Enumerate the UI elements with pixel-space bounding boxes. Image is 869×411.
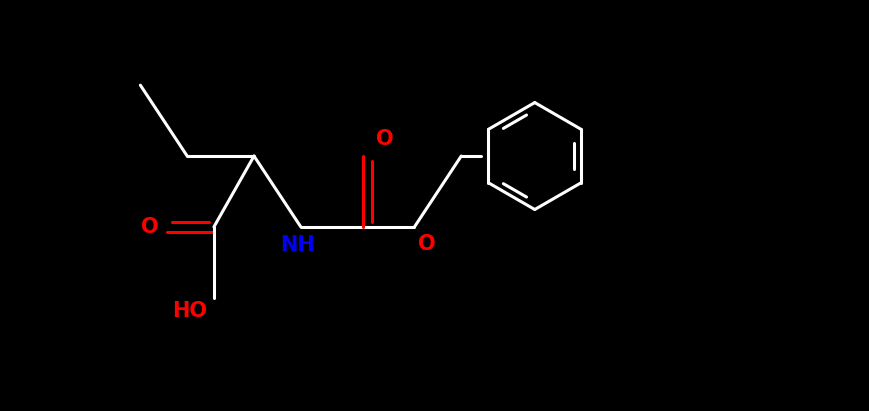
Text: NH: NH [280, 235, 315, 255]
Text: O: O [375, 129, 394, 149]
Text: HO: HO [172, 301, 207, 321]
Text: O: O [142, 217, 159, 237]
Text: O: O [418, 233, 435, 254]
